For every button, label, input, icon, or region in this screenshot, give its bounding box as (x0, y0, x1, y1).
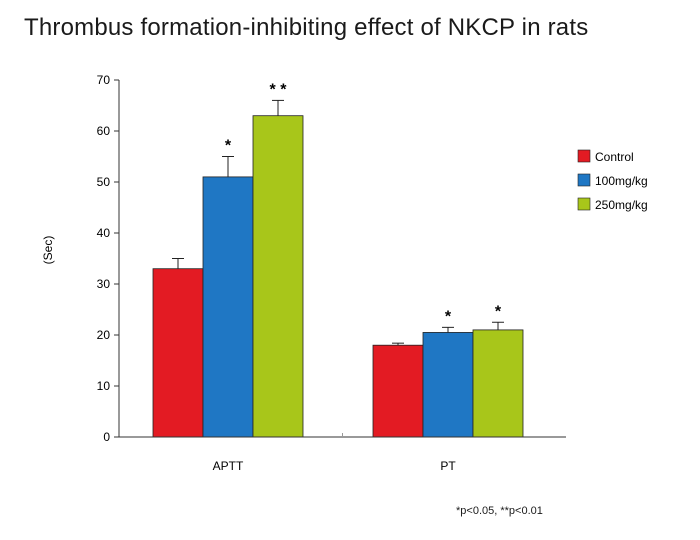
x-category-label: PT (440, 459, 456, 473)
significance-marker: * * (270, 81, 288, 98)
legend-swatch (577, 173, 591, 187)
bar (202, 176, 254, 438)
y-tick-label: 0 (103, 430, 110, 444)
x-category-label: APTT (213, 459, 244, 473)
y-tick-label: 40 (97, 226, 111, 240)
significance-footnote: *p<0.05, **p<0.01 (456, 505, 543, 517)
chart-title: Thrombus formation-inhibiting effect of … (24, 14, 589, 41)
y-tick-label: 70 (97, 73, 111, 87)
y-tick-label: 50 (97, 175, 111, 189)
x-axis: APTT PT (119, 433, 566, 473)
significance-marker: * (495, 303, 502, 320)
bar (472, 329, 524, 438)
significance-marker: * (445, 308, 452, 325)
bar (152, 268, 204, 438)
y-tick-label: 20 (97, 328, 111, 342)
legend-swatch (577, 149, 591, 163)
y-axis-label: (Sec) (41, 236, 55, 265)
significance-marker: * (225, 138, 232, 155)
bar (422, 332, 474, 438)
bar (252, 115, 304, 438)
y-tick-label: 60 (97, 124, 111, 138)
legend-label: 250mg/kg (595, 198, 648, 212)
y-tick-label: 10 (97, 379, 111, 393)
bar (372, 344, 424, 438)
y-tick-label: 30 (97, 277, 111, 291)
y-axis: 0 10 20 30 40 50 60 70 (97, 73, 120, 444)
bars: * * * * * (152, 81, 524, 438)
legend: Control 100mg/kg 250mg/kg (577, 149, 648, 212)
legend-label: Control (595, 150, 634, 164)
legend-label: 100mg/kg (595, 174, 648, 188)
legend-swatch (577, 197, 591, 211)
